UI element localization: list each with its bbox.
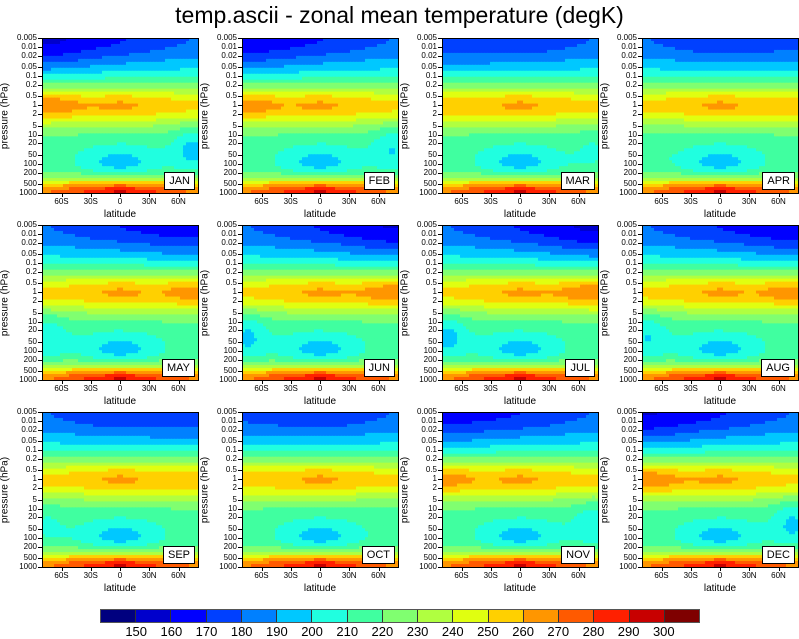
y-tick-mark: [38, 193, 42, 194]
y-tick-mark: [38, 56, 42, 57]
y-tick-mark: [38, 47, 42, 48]
x-tick-mark: [149, 193, 150, 197]
x-tick-label: 60N: [164, 198, 194, 206]
y-tick-label: 1000: [19, 189, 37, 197]
x-tick-label: 60S: [47, 198, 77, 206]
y-tick-label: 0.02: [21, 52, 37, 60]
y-tick-label: 50: [28, 151, 37, 159]
field-cell: [195, 190, 198, 193]
y-tick-label: 0.05: [21, 63, 37, 71]
x-axis-label: latitude: [42, 209, 198, 220]
y-axis-label: pressure (hPa): [0, 38, 10, 193]
x-tick-mark: [120, 193, 121, 197]
contour-field: [42, 38, 198, 193]
y-tick-label: 5: [33, 122, 37, 130]
y-tick-label: 20: [28, 139, 37, 147]
y-tick-mark: [38, 135, 42, 136]
y-tick-label: 100: [24, 160, 37, 168]
y-tick-mark: [38, 155, 42, 156]
contour-field: [242, 38, 398, 193]
y-tick-label: 0.01: [21, 43, 37, 51]
x-tick-label: 0: [105, 198, 135, 206]
y-tick-mark: [38, 164, 42, 165]
y-tick-label: 10: [28, 131, 37, 139]
y-tick-mark: [38, 126, 42, 127]
month-label: JAN: [164, 172, 195, 190]
y-tick-mark: [38, 76, 42, 77]
y-tick-label: 0.1: [26, 72, 37, 80]
y-tick-mark: [38, 143, 42, 144]
y-tick-mark: [38, 67, 42, 68]
y-tick-label: 200: [24, 169, 37, 177]
y-tick-label: 0.2: [26, 81, 37, 89]
y-tick-mark: [38, 114, 42, 115]
x-tick-mark: [179, 193, 180, 197]
y-tick-label: 1: [33, 101, 37, 109]
x-tick-label: 30N: [134, 198, 164, 206]
y-tick-mark: [38, 85, 42, 86]
y-tick-label: 2: [33, 110, 37, 118]
x-tick-mark: [62, 193, 63, 197]
y-tick-mark: [38, 184, 42, 185]
y-tick-mark: [38, 96, 42, 97]
x-tick-label: 30S: [76, 198, 106, 206]
y-tick-label: 0.005: [17, 34, 37, 42]
y-tick-mark: [38, 38, 42, 39]
chart-title: temp.ascii - zonal mean temperature (deg…: [0, 0, 799, 30]
y-tick-mark: [38, 173, 42, 174]
y-tick-label: 0.5: [26, 92, 37, 100]
y-tick-label: 500: [24, 180, 37, 188]
y-tick-mark: [38, 105, 42, 106]
x-tick-mark: [91, 193, 92, 197]
